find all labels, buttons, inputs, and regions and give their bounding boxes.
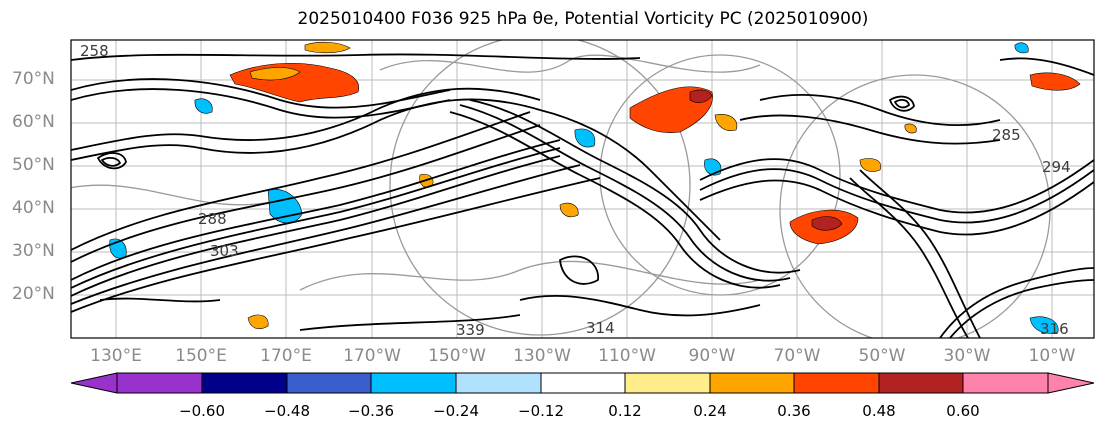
lon-label: 50°W (858, 346, 906, 366)
contour-label: 294 (1042, 158, 1071, 176)
colorbar-bin (793, 372, 880, 394)
contour-label: 288 (198, 210, 227, 228)
colorbar-bin (286, 372, 372, 394)
colorbar-bin (962, 372, 1049, 394)
contour-label: 258 (80, 42, 109, 60)
colorbar-tick-label: −0.36 (348, 402, 394, 420)
colorbar-tick-label: 0.60 (946, 402, 980, 420)
lat-label: 50°N (12, 155, 55, 175)
pv-shading (109, 41, 1081, 334)
colorbar-bin (201, 372, 288, 394)
lat-label: 40°N (12, 198, 55, 218)
colorbar-extend-min (70, 372, 118, 394)
contour-label: 303 (210, 242, 239, 260)
colorbar-extend-max (1047, 372, 1095, 394)
lon-label: 90°W (688, 346, 736, 366)
contour-label: 314 (586, 319, 615, 337)
theta-e-contours (71, 53, 1094, 338)
lon-label: 130°E (90, 346, 142, 366)
colorbar-bin (709, 372, 795, 394)
lon-label: 170°W (343, 346, 401, 366)
lat-label: 60°N (12, 112, 55, 132)
map-panel (71, 40, 1094, 338)
lat-label: 20°N (12, 284, 55, 304)
contour-label: 339 (456, 321, 485, 339)
lon-label: 70°W (773, 346, 821, 366)
colorbar-bin (624, 372, 711, 394)
colorbar (70, 372, 1095, 394)
colorbar-tick-label: 0.48 (862, 402, 896, 420)
colorbar-tick-label: −0.60 (179, 402, 225, 420)
contour-label: 285 (992, 126, 1021, 144)
lon-label: 150°E (175, 346, 227, 366)
colorbar-tick-label: −0.12 (518, 402, 564, 420)
lon-label: 10°W (1028, 346, 1076, 366)
coastlines (71, 40, 1051, 338)
map-frame (70, 39, 1095, 339)
lon-label: 30°W (943, 346, 991, 366)
colorbar-tick-label: 0.36 (777, 402, 811, 420)
lon-label: 150°W (428, 346, 486, 366)
colorbar-bin (370, 372, 457, 394)
colorbar-tick-label: −0.24 (433, 402, 479, 420)
lon-label: 130°W (513, 346, 571, 366)
map-title: 2025010400 F036 925 hPa θe, Potential Vo… (297, 9, 869, 29)
contour-label-group: 258 285 294 288 303 339 314 316 (80, 42, 1071, 339)
contour-label: 316 (1040, 320, 1069, 338)
lat-label: 70°N (12, 69, 55, 89)
colorbar-tick-label: 0.24 (693, 402, 727, 420)
graticule (71, 40, 1094, 338)
colorbar-bin (878, 372, 964, 394)
colorbar-bin (540, 372, 626, 394)
colorbar-bin (116, 372, 203, 394)
colorbar-tick-label: 0.12 (608, 402, 642, 420)
lat-label: 30°N (12, 241, 55, 261)
lon-label: 110°W (598, 346, 656, 366)
colorbar-bin (455, 372, 542, 394)
lon-label: 170°E (260, 346, 312, 366)
colorbar-tick-label: −0.48 (264, 402, 310, 420)
